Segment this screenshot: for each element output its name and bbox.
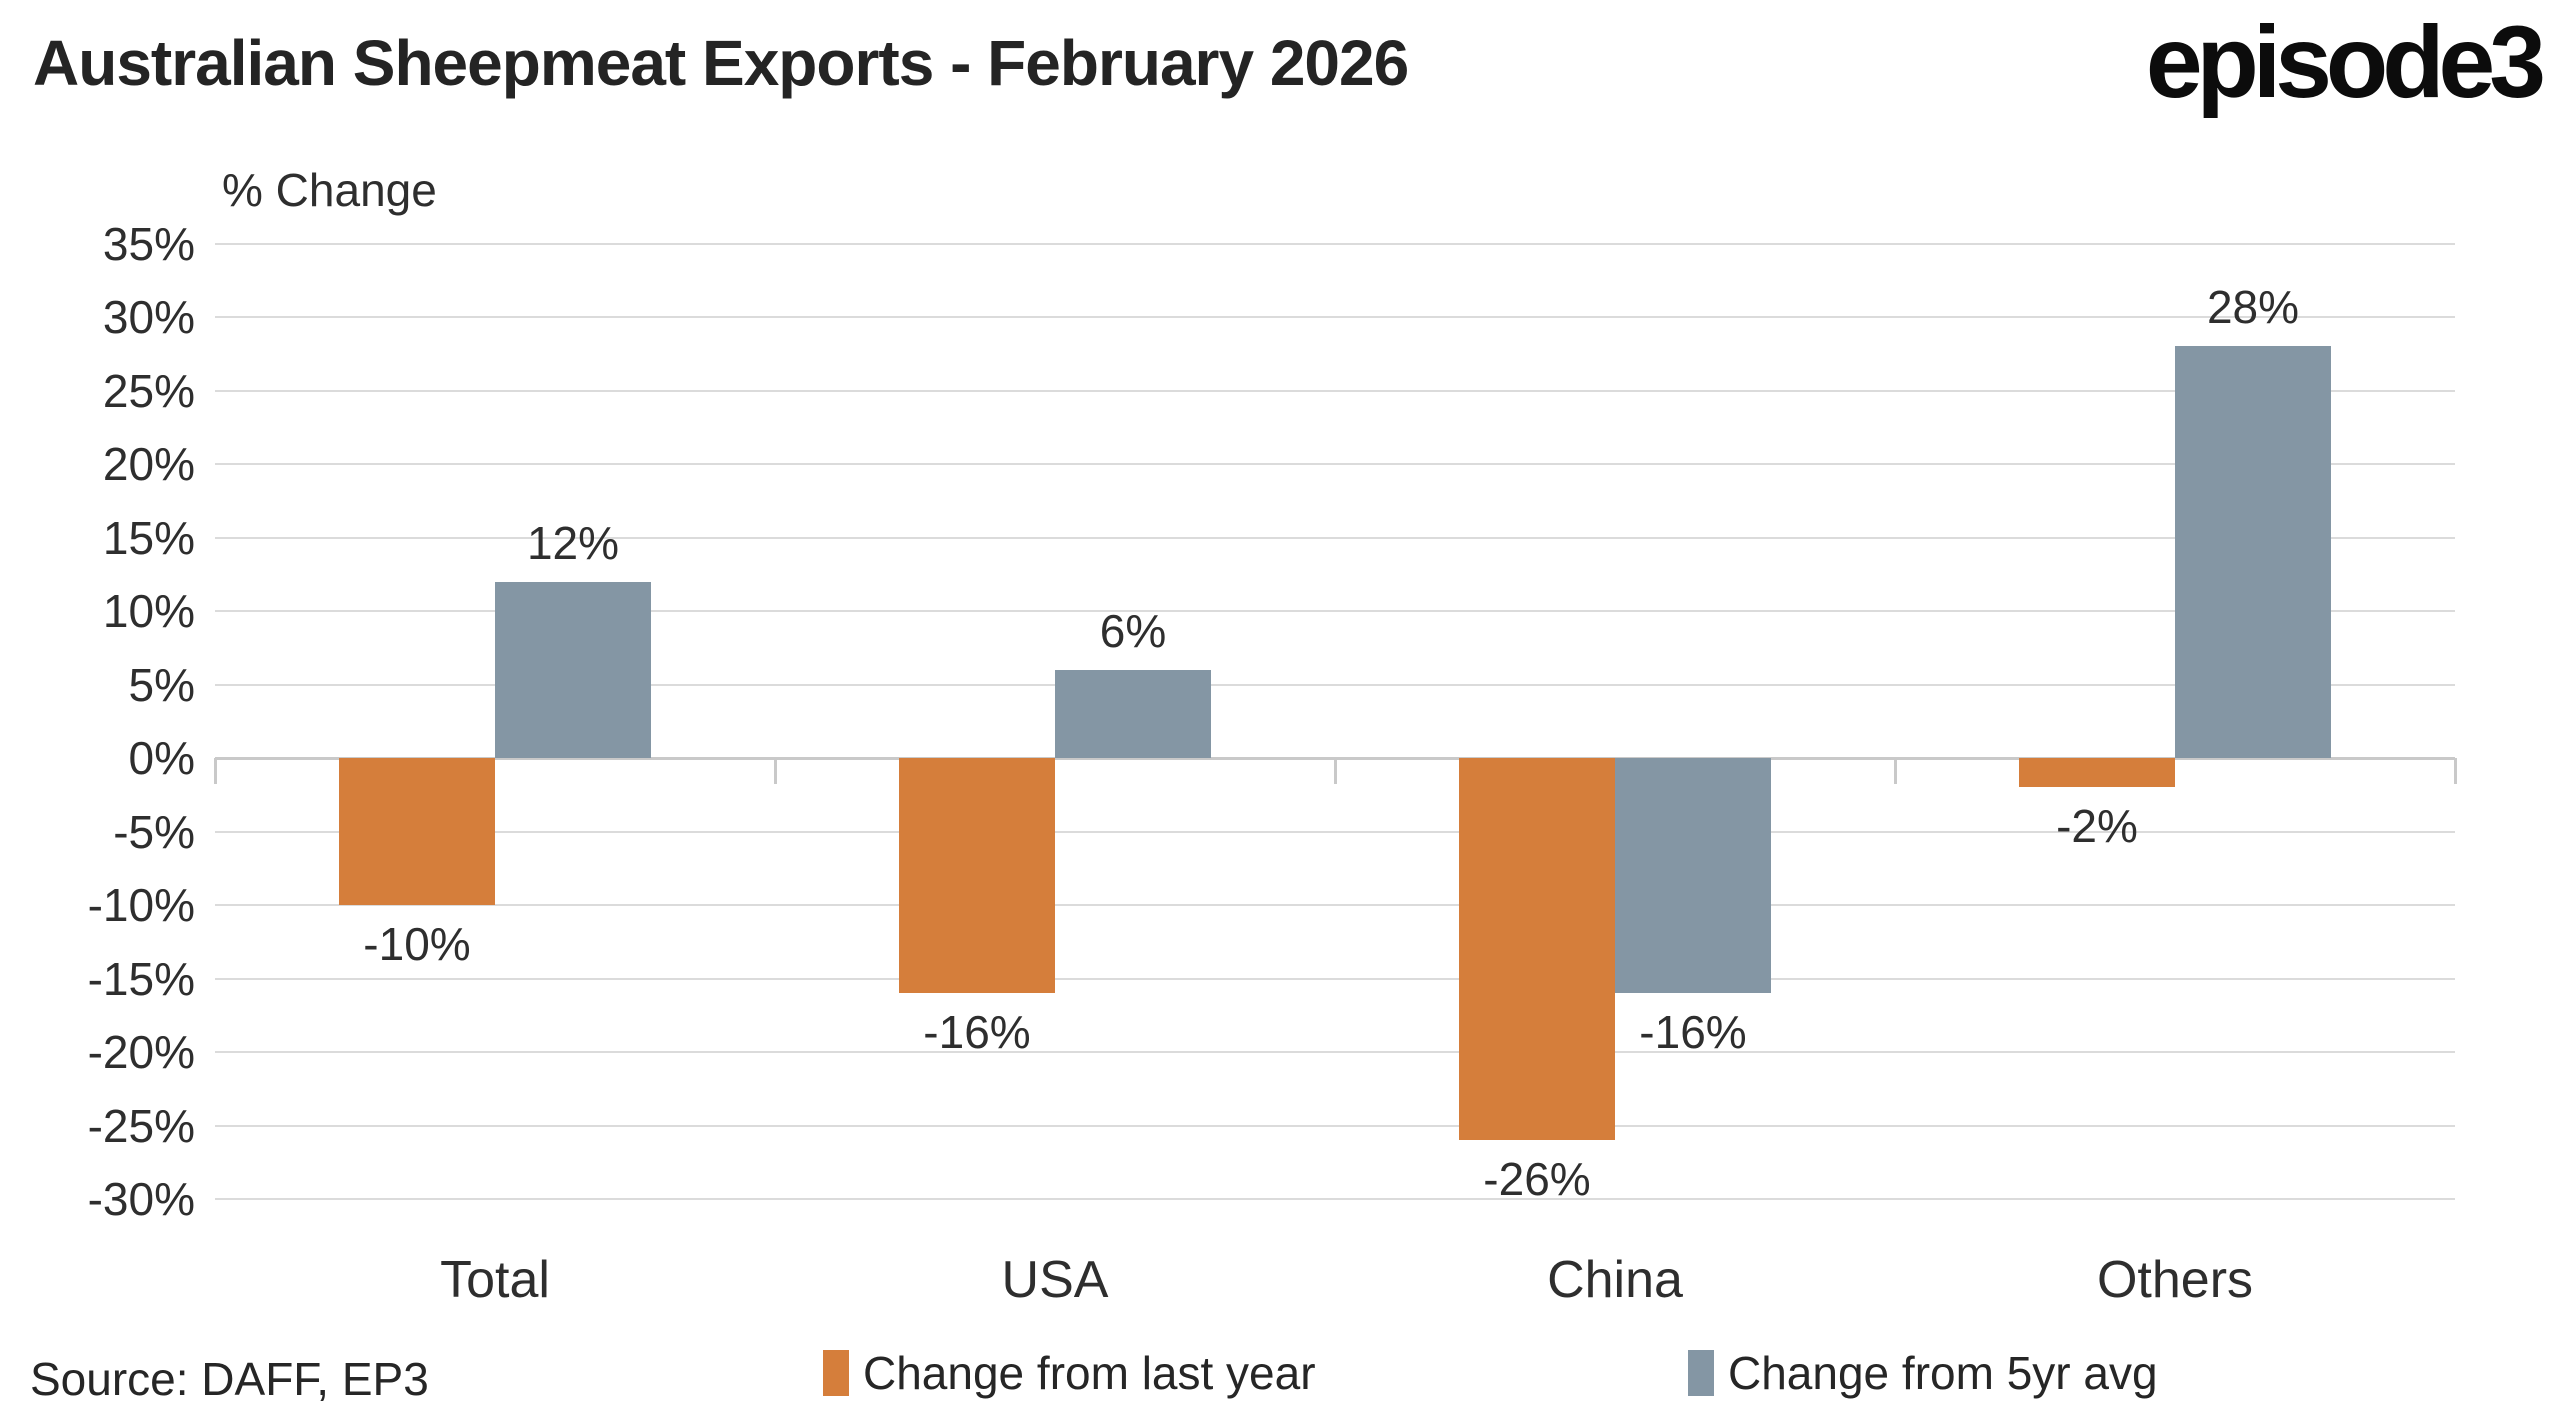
gridline <box>215 1051 2455 1053</box>
y-tick-label: -30% <box>87 1173 195 1225</box>
y-axis-unit-label: % Change <box>222 164 437 216</box>
gridline <box>215 1198 2455 1200</box>
y-tick-label: 30% <box>102 291 195 343</box>
axis-tick <box>2454 758 2457 784</box>
gridline <box>215 536 2455 539</box>
gridline <box>215 683 2455 686</box>
y-tick-label: 25% <box>102 364 195 417</box>
legend-item-change-from-5yr-avg: Change from 5yr avg <box>1688 1346 2158 1400</box>
legend-label: Change from last year <box>863 1347 1316 1399</box>
gridline <box>215 242 2455 245</box>
y-tick-label: -20% <box>87 1026 195 1078</box>
axis-tick <box>774 758 777 784</box>
y-tick-label: -15% <box>87 952 195 1005</box>
bar-change-from-5yr-avg-usa <box>1055 669 1211 758</box>
source-note: Source: DAFF, EP3 <box>30 1353 429 1405</box>
y-tick-label: -10% <box>87 879 195 931</box>
gridline <box>215 389 2455 392</box>
y-tick-label: 20% <box>102 438 195 490</box>
x-category-label-total: Total <box>440 1251 550 1309</box>
gridline <box>215 830 2455 833</box>
value-label-total-change-from-5yr-avg: 12% <box>526 516 620 569</box>
value-label-usa-change-from-5yr-avg: 6% <box>1099 604 1167 657</box>
y-tick-label: 10% <box>102 585 195 637</box>
gridline <box>215 463 2455 465</box>
gridline <box>215 904 2455 906</box>
legend-swatch-change-from-last-year <box>823 1350 849 1396</box>
x-category-label-others: Others <box>2096 1251 2254 1309</box>
y-tick-label: -5% <box>113 805 195 858</box>
y-tick-label: 15% <box>102 511 195 564</box>
x-category-label-china: China <box>1547 1251 1683 1309</box>
axis-tick <box>214 758 217 784</box>
gridline <box>215 977 2455 980</box>
brand-logo: episode3 <box>2145 5 2546 119</box>
y-tick-label: 0% <box>128 732 195 784</box>
bar-change-from-last-year-usa <box>899 758 1055 994</box>
legend-swatch-change-from-5yr-avg <box>1688 1350 1714 1396</box>
value-label-china-change-from-last-year: -26% <box>1483 1153 1591 1206</box>
gridline <box>215 1124 2455 1127</box>
value-label-total-change-from-last-year: -10% <box>363 918 471 970</box>
bar-change-from-5yr-avg-total <box>495 581 651 758</box>
gridline <box>215 316 2455 318</box>
value-label-china-change-from-5yr-avg: -16% <box>1639 1006 1747 1059</box>
axis-tick <box>1894 758 1897 784</box>
legend-label: Change from 5yr avg <box>1728 1347 2158 1399</box>
bar-change-from-last-year-china <box>1459 758 1615 1141</box>
bar-change-from-5yr-avg-others <box>2175 346 2331 758</box>
axis-tick <box>1334 758 1337 784</box>
chart-title: Australian Sheepmeat Exports - February … <box>33 27 1409 99</box>
y-tick-label: 5% <box>128 658 195 711</box>
value-label-others-change-from-last-year: -2% <box>2056 800 2138 853</box>
value-label-others-change-from-5yr-avg: 28% <box>2206 281 2300 334</box>
bar-change-from-5yr-avg-china <box>1615 758 1771 994</box>
gridline <box>215 610 2455 612</box>
y-tick-label: -25% <box>87 1099 195 1152</box>
x-category-label-usa: USA <box>1001 1251 1109 1309</box>
bar-change-from-last-year-others <box>2019 758 2175 788</box>
value-label-usa-change-from-last-year: -16% <box>923 1006 1031 1059</box>
bar-change-from-last-year-total <box>339 758 495 905</box>
y-tick-label: 35% <box>102 217 195 270</box>
legend-item-change-from-last-year: Change from last year <box>823 1346 1316 1400</box>
